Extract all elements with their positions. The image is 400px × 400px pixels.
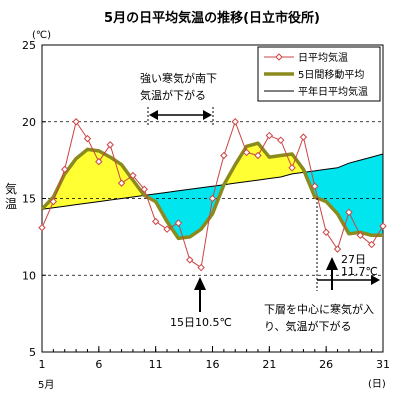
- series-daily-point: [265, 131, 274, 140]
- series-daily-point: [242, 148, 251, 157]
- series-daily-point: [299, 133, 308, 141]
- series-daily-point: [356, 231, 364, 240]
- series-daily-point: [322, 228, 330, 236]
- annotation-day15-arrowhead: [194, 277, 206, 290]
- y-axis-label-char: 温: [5, 197, 17, 211]
- legend-label: 平年日平均気温: [298, 85, 368, 98]
- annotation-day27-label2: 11.7℃: [341, 265, 378, 278]
- series-daily-point: [140, 185, 149, 193]
- annotation-bottom-bg: [262, 300, 382, 334]
- series-daily-point: [129, 171, 137, 180]
- annotation-bottom-line1: 下層を中心に寒気が入: [264, 302, 374, 316]
- y-tick-label: 15: [22, 193, 36, 206]
- annotation-day27-arrowhead: [326, 257, 338, 270]
- series-daily-point: [117, 179, 126, 187]
- series-daily-point: [61, 165, 69, 174]
- series-daily-point: [38, 223, 46, 232]
- series-daily-point: [106, 141, 114, 149]
- annotation-bottom-line2: り、気温が下がる: [264, 319, 352, 333]
- x-tick-label: 11: [149, 358, 163, 371]
- series-daily-point: [345, 208, 353, 217]
- x-tick-label: 16: [206, 358, 220, 371]
- annotation-day27: 27日 11.7℃: [316, 198, 380, 291]
- y-tick-label: 10: [22, 269, 36, 282]
- annotation-day15-label: 15日10.5℃: [170, 316, 232, 329]
- legend-label: 日平均気温: [298, 51, 348, 64]
- series-daily-point: [49, 197, 58, 206]
- series-daily-point: [197, 263, 205, 272]
- series-daily-point: [220, 151, 228, 160]
- y-unit-label: (℃): [32, 30, 51, 41]
- series-normal-line: [41, 153, 384, 210]
- series-daily-point: [186, 256, 194, 264]
- x-tick-label: 26: [319, 358, 333, 371]
- series-daily-point: [276, 136, 285, 144]
- x-tick-label: 21: [262, 358, 276, 371]
- series-daily-point: [151, 217, 160, 226]
- annotation-cold-line1: 強い寒気が南下: [140, 71, 217, 85]
- legend-daily-marker: [275, 53, 283, 61]
- series-daily-point: [83, 134, 92, 143]
- series-daily-point: [379, 222, 387, 230]
- series-daily-point: [231, 118, 239, 126]
- x-tick-label: 6: [95, 358, 102, 371]
- series-daily-point: [367, 240, 376, 249]
- series-daily-point: [288, 164, 296, 172]
- series-daily-point: [163, 225, 171, 233]
- y-tick-label: 20: [22, 116, 36, 129]
- annotation-cold-line2: 気温が下がる: [140, 88, 206, 102]
- y-tick-label: 5: [29, 346, 36, 359]
- x-tick-label: 1: [39, 358, 46, 371]
- annotation-day27-label1: 27日: [341, 253, 366, 266]
- annotation-cold-arrowhead-right: [203, 110, 212, 120]
- annotation-day27-hline-arrowhead: [371, 275, 380, 285]
- x-unit-label: (日): [368, 379, 386, 390]
- series-daily-point: [208, 194, 217, 203]
- series-moving-average-line: [40, 141, 383, 241]
- y-tick-label: 25: [22, 39, 36, 52]
- fill-above-normal: [42, 149, 145, 210]
- y-axis-label-char: 気: [5, 181, 17, 196]
- annotation-day15: 15日10.5℃: [170, 277, 232, 329]
- series-daily-point: [333, 245, 342, 253]
- series-daily-point: [254, 151, 262, 160]
- fill-below-normal: [304, 154, 383, 236]
- series-daily-point: [95, 157, 103, 166]
- chart-title: 5月の日平均気温の推移(日立市役所): [104, 10, 320, 26]
- annotation-cold-arrowhead-left: [149, 110, 158, 120]
- series-daily-point: [72, 118, 80, 126]
- series-daily-point: [311, 182, 319, 190]
- legend-label: 5日間移動平均: [298, 68, 364, 81]
- series-daily-point: [174, 219, 183, 227]
- month-label: 5月: [38, 379, 54, 391]
- x-tick-label: 31: [376, 358, 390, 371]
- annotation-cold-air: 強い寒気が南下 気温が下がる: [140, 71, 217, 125]
- y-axis-label: 気温: [5, 181, 17, 211]
- annotation-bottom: 下層を中心に寒気が入 り、気温が下がる: [262, 300, 382, 334]
